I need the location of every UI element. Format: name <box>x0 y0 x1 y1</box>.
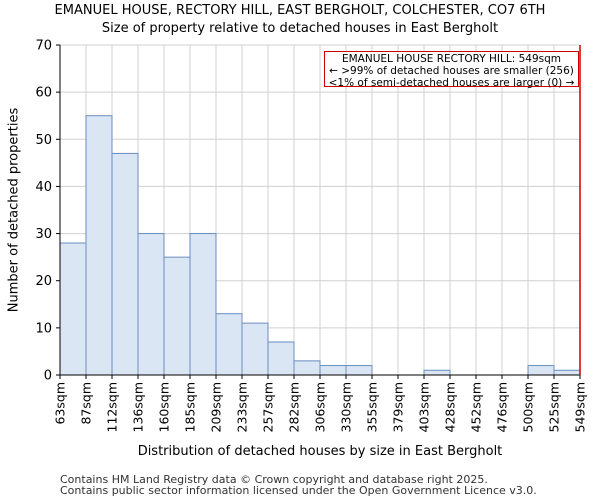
x-tick-label: 330sqm <box>339 382 354 432</box>
histogram-bar <box>59 242 87 376</box>
x-tick-label: 112sqm <box>105 382 120 432</box>
x-tick-label: 63sqm <box>53 382 68 425</box>
y-tick-label: 10 <box>35 321 52 336</box>
x-tick-label: 500sqm <box>521 382 536 432</box>
x-tick-label: 525sqm <box>547 382 562 432</box>
y-tick-label: 50 <box>35 133 52 148</box>
histogram-bar <box>215 313 243 376</box>
footer-line-1: Contains HM Land Registry data © Crown c… <box>60 473 488 486</box>
y-tick-label: 20 <box>35 274 52 289</box>
x-tick-label: 476sqm <box>495 382 510 432</box>
annotation-line-2: ← >99% of detached houses are smaller (2… <box>329 65 574 77</box>
y-tick-label: 60 <box>35 86 52 101</box>
histogram-bar <box>163 256 191 376</box>
histogram-bar <box>423 369 451 376</box>
x-tick-label: 257sqm <box>261 382 276 432</box>
x-axis-label: Distribution of detached houses by size … <box>137 444 503 459</box>
y-axis-label: Number of detached properties <box>6 107 22 313</box>
x-tick-label: 282sqm <box>287 382 302 432</box>
histogram-bar <box>111 152 139 376</box>
x-tick-label: 549sqm <box>573 382 588 432</box>
annotation-line-1: EMANUEL HOUSE RECTORY HILL: 549sqm <box>341 53 561 65</box>
x-tick-label: 185sqm <box>183 382 198 432</box>
y-tick-label: 0 <box>44 369 52 384</box>
x-tick-label: 87sqm <box>79 382 94 425</box>
x-tick-label: 136sqm <box>131 382 146 432</box>
annotation-line-3: <1% of semi-detached houses are larger (… <box>328 77 575 89</box>
histogram-bar <box>553 369 581 376</box>
x-tick-label: 209sqm <box>209 382 224 432</box>
histogram-bar <box>137 233 165 376</box>
x-tick-label: 233sqm <box>235 382 250 432</box>
chart-title: EMANUEL HOUSE, RECTORY HILL, EAST BERGHO… <box>54 3 546 18</box>
x-tick-label: 306sqm <box>313 382 328 432</box>
x-tick-label: 160sqm <box>157 382 172 432</box>
histogram-bar <box>319 365 347 376</box>
x-tick-label: 355sqm <box>365 382 380 432</box>
x-tick-label: 428sqm <box>443 382 458 432</box>
histogram-bar <box>527 365 555 376</box>
histogram-bar <box>241 322 269 376</box>
histogram-bar <box>267 341 295 376</box>
annotation-box: EMANUEL HOUSE RECTORY HILL: 549sqm ← >99… <box>324 51 579 89</box>
histogram-bar <box>85 115 113 376</box>
footer-line-2: Contains public sector information licen… <box>60 484 537 497</box>
chart-subtitle: Size of property relative to detached ho… <box>101 21 499 36</box>
y-tick-label: 40 <box>35 180 52 195</box>
x-tick-label: 403sqm <box>417 382 432 432</box>
y-tick-label: 70 <box>35 39 52 54</box>
histogram-bar <box>293 360 321 376</box>
y-tick-label: 30 <box>35 227 52 242</box>
histogram-bar <box>345 365 373 376</box>
x-tick-label: 379sqm <box>391 382 406 432</box>
x-tick-label: 452sqm <box>469 382 484 432</box>
histogram-bar <box>189 233 217 376</box>
